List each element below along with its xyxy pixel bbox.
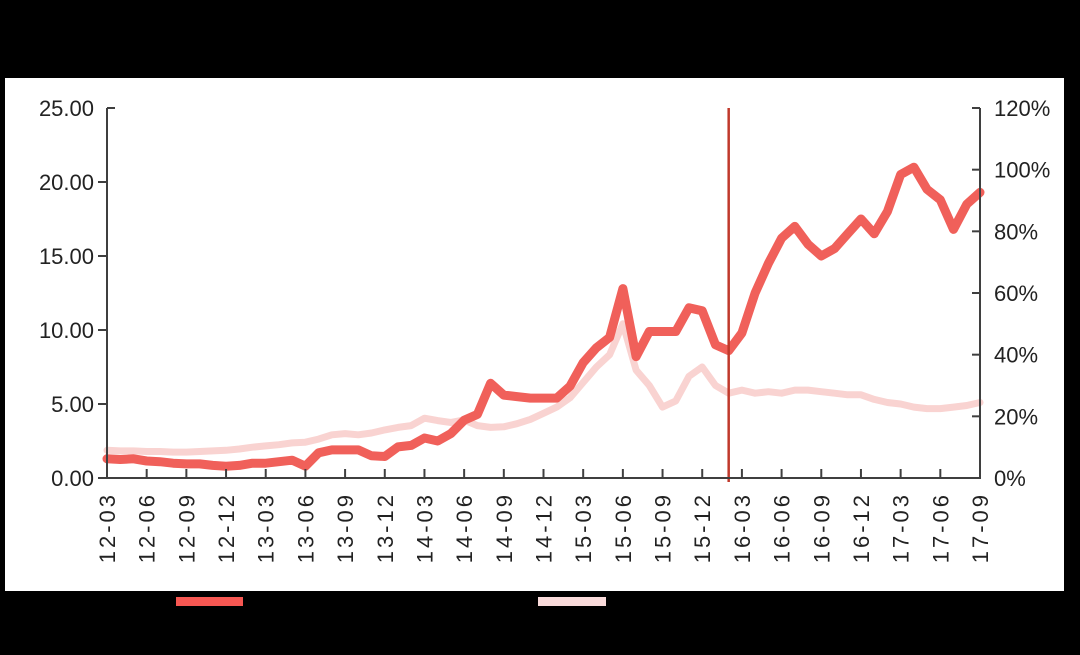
x-axis-tick-label: 14-09: [492, 492, 517, 563]
x-axis-tick-label: 17-03: [889, 492, 914, 563]
right-axis-tick-label: 0%: [994, 466, 1026, 491]
x-axis-tick-label: 13-09: [333, 492, 358, 563]
x-axis-tick-label: 14-06: [452, 492, 477, 563]
price-percent-line-chart: 25.00 20.00 15.00 10.00 5.00 0.00 120% 100% 80% 6…: [39, 96, 1050, 563]
left-axis-tick-label: 0.00: [51, 466, 94, 491]
x-axis-tick-label: 13-06: [293, 492, 318, 563]
x-axis-tick-label: 16-06: [770, 492, 795, 563]
x-axis-tick-label: 16-12: [849, 492, 874, 563]
right-axis-tick-label: 60%: [994, 281, 1038, 306]
x-axis-tick-label: 17-09: [968, 492, 993, 563]
x-axis-tick-label: 16-03: [730, 492, 755, 563]
x-axis-tick-label: 17-06: [928, 492, 953, 563]
right-axis-tick-label: 100%: [994, 158, 1050, 183]
x-axis-tick-label: 14-03: [412, 492, 437, 563]
legend-swatch-percent-series: [538, 597, 606, 606]
x-axis-tick-label: 16-09: [809, 492, 834, 563]
right-axis-tick-label: 120%: [994, 96, 1050, 121]
x-axis-tick-label: 12-12: [214, 492, 239, 563]
x-axis-tick-label: 15-03: [571, 492, 596, 563]
right-axis-tick-label: 40%: [994, 343, 1038, 368]
x-axis-tick-label: 12-09: [174, 492, 199, 563]
right-axis-tick-label: 20%: [994, 404, 1038, 429]
x-axis-tick-label: 15-06: [611, 492, 636, 563]
x-axis-tick-label: 12-06: [135, 492, 160, 563]
x-axis-tick-label: 12-03: [95, 492, 120, 563]
left-axis-tick-label: 10.00: [39, 318, 94, 343]
x-axis-tick-label: 15-09: [651, 492, 676, 563]
x-axis-tick-label: 13-03: [254, 492, 279, 563]
left-axis-tick-label: 5.00: [51, 392, 94, 417]
legend-swatch-price-series: [176, 597, 243, 606]
left-axis-tick-label: 15.00: [39, 244, 94, 269]
x-axis-tick-label: 13-12: [373, 492, 398, 563]
percent-series-line: [103, 320, 984, 456]
right-axis-tick-label: 80%: [994, 219, 1038, 244]
left-axis-tick-label: 20.00: [39, 170, 94, 195]
left-axis-tick-label: 25.00: [39, 96, 94, 121]
x-axis-tick-label: 14-12: [532, 492, 557, 563]
x-axis-tick-label: 15-12: [690, 492, 715, 563]
price-series-line: [102, 162, 985, 471]
chart-area: 25.00 20.00 15.00 10.00 5.00 0.00 120% 100% 80% 6…: [5, 78, 1064, 591]
